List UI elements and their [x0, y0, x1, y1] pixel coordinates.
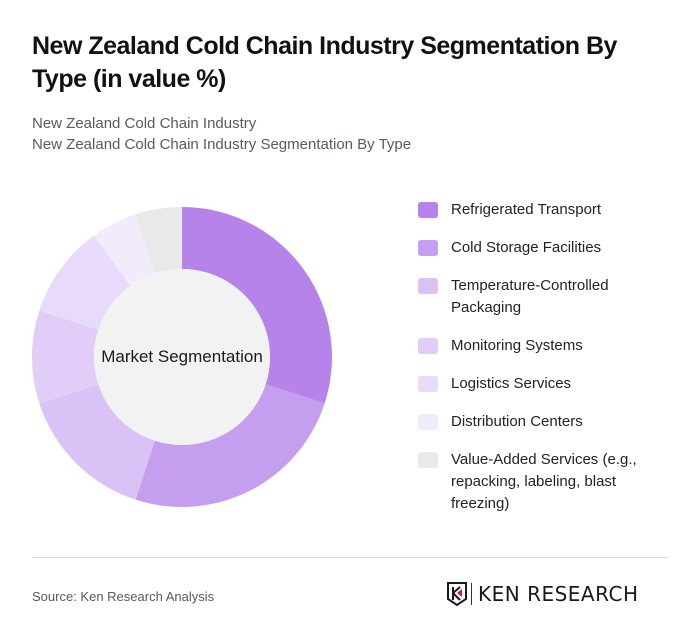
legend-label: Distribution Centers — [451, 413, 583, 430]
legend-item[interactable]: Cold Storage Facilities — [418, 237, 678, 259]
breadcrumb-segmentation[interactable]: New Zealand Cold Chain Industry Segmenta… — [32, 136, 412, 153]
footer-divider — [32, 557, 668, 558]
breadcrumb-industry[interactable]: New Zealand Cold Chain Industry — [32, 115, 257, 132]
legend-label: Monitoring Systems — [451, 337, 583, 354]
source-note: Source: Ken Research Analysis — [32, 589, 215, 604]
legend-item[interactable]: Logistics Services — [418, 373, 678, 395]
donut-slice[interactable] — [93, 214, 155, 286]
legend-swatch-icon — [418, 278, 438, 294]
legend-item[interactable]: Refrigerated Transport — [418, 199, 678, 221]
legend-item[interactable]: Distribution Centers — [418, 411, 678, 433]
legend-item[interactable]: Monitoring Systems — [418, 335, 678, 357]
legend-swatch-icon — [418, 338, 438, 354]
legend-item[interactable]: Value-Added Services (e.g., repacking, l… — [418, 449, 678, 515]
legend-item[interactable]: Temperature-Controlled Packaging — [418, 275, 678, 319]
donut-slice[interactable] — [182, 207, 332, 404]
page-title: New Zealand Cold Chain Industry Segmenta… — [32, 32, 617, 93]
chart-legend: Refrigerated Transport Cold Storage Facil… — [418, 199, 678, 531]
donut-slice[interactable] — [32, 310, 99, 404]
legend-swatch-icon — [418, 202, 438, 218]
ken-shield-icon — [447, 582, 467, 606]
legend-label: Cold Storage Facilities — [451, 239, 602, 256]
logo-text: KEN RESEARCH — [478, 582, 639, 606]
donut-slice[interactable] — [39, 384, 155, 500]
donut-hole — [94, 269, 270, 445]
legend-label: Logistics Services — [451, 375, 572, 392]
breadcrumb: New Zealand Cold Chain Industry New Zeal… — [32, 113, 411, 155]
legend-label: Refrigerated Transport — [451, 201, 602, 218]
legend-swatch-icon — [418, 452, 438, 468]
legend-label: Value-Added Services (e.g., repacking, l… — [451, 451, 637, 512]
legend-swatch-icon — [418, 414, 438, 430]
legend-swatch-icon — [418, 240, 438, 256]
ken-research-logo: KEN RESEARCH — [447, 582, 639, 606]
legend-swatch-icon — [418, 376, 438, 392]
donut-chart — [32, 207, 332, 507]
donut-slice[interactable] — [135, 384, 325, 507]
logo-separator — [471, 583, 472, 605]
donut-slice[interactable] — [135, 207, 182, 274]
donut-slice[interactable] — [39, 235, 131, 330]
legend-label: Temperature-Controlled Packaging — [451, 277, 609, 316]
